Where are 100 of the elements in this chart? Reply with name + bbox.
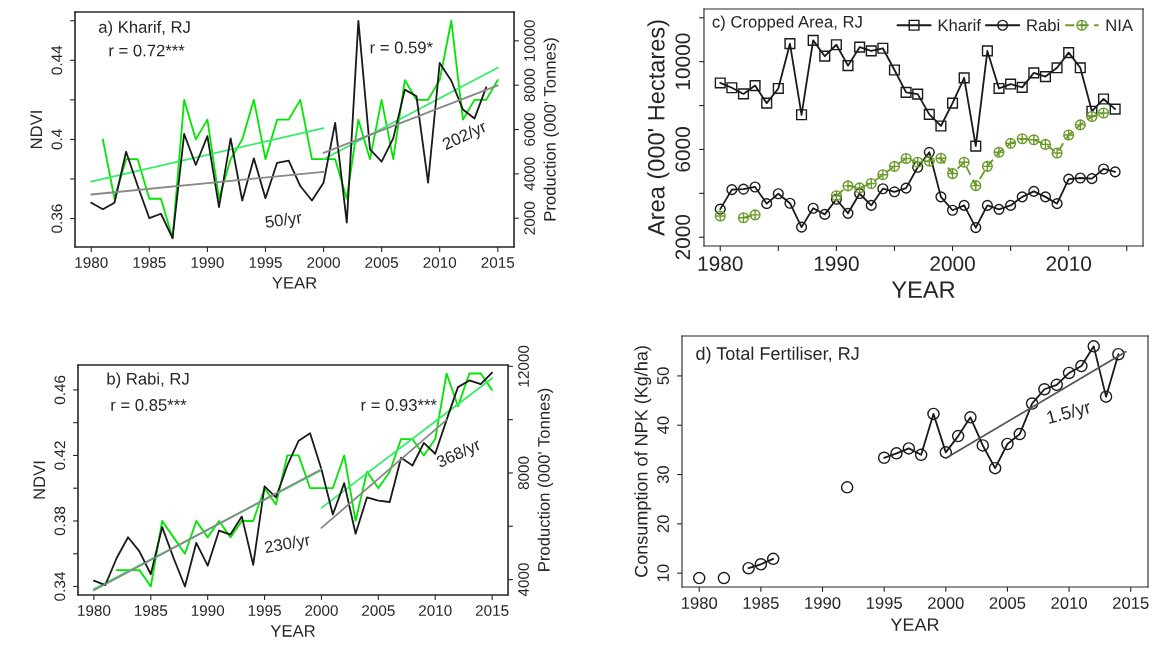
point — [726, 184, 738, 196]
point — [865, 177, 877, 190]
y-tick-label: 10 — [657, 564, 669, 582]
point — [1016, 191, 1028, 203]
y-axis-title: Consumption of NPK (Kg/ha) — [634, 346, 652, 577]
point — [877, 451, 891, 465]
y-tick-label: 30 — [657, 465, 669, 484]
point — [749, 209, 761, 221]
x-tick-label: 1990 — [191, 257, 224, 268]
y-tick-label: 0.4 — [51, 129, 63, 150]
point — [902, 442, 916, 455]
point — [766, 552, 780, 566]
y2-tick-label: 4000 — [524, 157, 535, 191]
point — [970, 222, 982, 234]
y2-tick-label: 10000 — [524, 20, 535, 61]
chart-title: b) Rabi, RJ — [107, 372, 189, 388]
point — [807, 34, 819, 46]
y-tick-label: 50 — [657, 367, 669, 385]
x-axis-title: YEAR — [270, 625, 315, 637]
point — [981, 160, 993, 172]
point — [1051, 198, 1063, 210]
point — [935, 191, 947, 203]
y2-axis-title: Production (000' Tonnes) — [543, 38, 560, 221]
x-tick-label: 2000 — [305, 605, 338, 616]
annotation: 202/yr — [441, 119, 489, 154]
x-tick-label: 1980 — [75, 257, 108, 268]
y-axis-title: NDVI — [33, 461, 46, 499]
point — [900, 182, 912, 194]
annotation: r = 0.85*** — [111, 399, 187, 411]
point — [1099, 390, 1113, 403]
y-axis-title: Area (000' Hectares) — [647, 20, 670, 236]
point — [900, 86, 912, 98]
point — [1005, 137, 1017, 149]
point — [737, 183, 750, 195]
point — [842, 180, 854, 192]
point — [976, 439, 990, 452]
annotation: r = 0.59* — [370, 41, 433, 54]
y2-tick-label: 2000 — [524, 201, 535, 235]
point — [964, 411, 977, 424]
point — [888, 160, 901, 172]
x-tick-label: 1980 — [681, 597, 718, 609]
text: d) Total Fertiliser, RJ — [696, 346, 859, 364]
point — [1074, 172, 1086, 184]
point — [1086, 105, 1098, 117]
x-tick-label: 2000 — [307, 257, 340, 268]
chart-title: a) Kharif, RJ — [98, 20, 190, 37]
point — [1109, 166, 1121, 178]
y2-tick-label: 12000 — [518, 345, 529, 387]
point — [1051, 147, 1063, 159]
point — [1086, 173, 1098, 185]
point — [900, 152, 912, 165]
point — [749, 181, 761, 193]
point — [819, 50, 831, 62]
point — [819, 208, 831, 220]
point — [1097, 93, 1110, 105]
y-tick-label: 10000 — [675, 33, 691, 90]
point — [1087, 340, 1100, 353]
y-tick-label: 40 — [657, 416, 669, 435]
point — [854, 188, 866, 200]
point — [1028, 185, 1040, 197]
point — [1074, 62, 1086, 74]
annotation: 368/yr — [435, 437, 484, 472]
point — [1097, 107, 1110, 119]
point — [1016, 133, 1028, 145]
point — [1112, 347, 1125, 361]
point — [877, 42, 889, 54]
x-tick-label: 2015 — [475, 605, 509, 616]
point — [1005, 78, 1017, 90]
point — [988, 461, 1002, 475]
x-tick-label: 1980 — [78, 605, 111, 616]
point — [865, 199, 877, 211]
x-tick-label: 1995 — [248, 605, 281, 616]
x-tick-label: 2005 — [365, 257, 398, 268]
point — [807, 202, 819, 214]
point — [993, 82, 1005, 94]
y2-axis-title: Production (000' Tonnes) — [537, 388, 554, 571]
point — [854, 182, 866, 194]
point — [970, 140, 982, 152]
point — [912, 88, 924, 100]
annotation: r = 0.72*** — [109, 44, 185, 57]
x-tick-label: 2010 — [1046, 256, 1092, 272]
point — [946, 204, 959, 216]
point — [939, 446, 953, 459]
point — [714, 77, 726, 89]
point — [842, 207, 854, 219]
point — [912, 156, 924, 168]
point — [784, 197, 796, 209]
legend-label: Kharif — [938, 18, 981, 32]
point — [1039, 138, 1052, 150]
y2-tick-label: 8000 — [524, 68, 535, 102]
point — [1039, 71, 1052, 83]
x-tick-label: 1985 — [743, 597, 779, 609]
point — [877, 169, 889, 181]
annotation: 230/yr — [264, 533, 312, 557]
legend-label: Rabi — [1027, 18, 1060, 32]
point — [923, 155, 935, 167]
annotation: 50/yr — [264, 210, 303, 232]
chart-title: c) Cropped Area, RJ — [712, 15, 862, 31]
point — [692, 571, 706, 585]
point — [737, 212, 750, 224]
